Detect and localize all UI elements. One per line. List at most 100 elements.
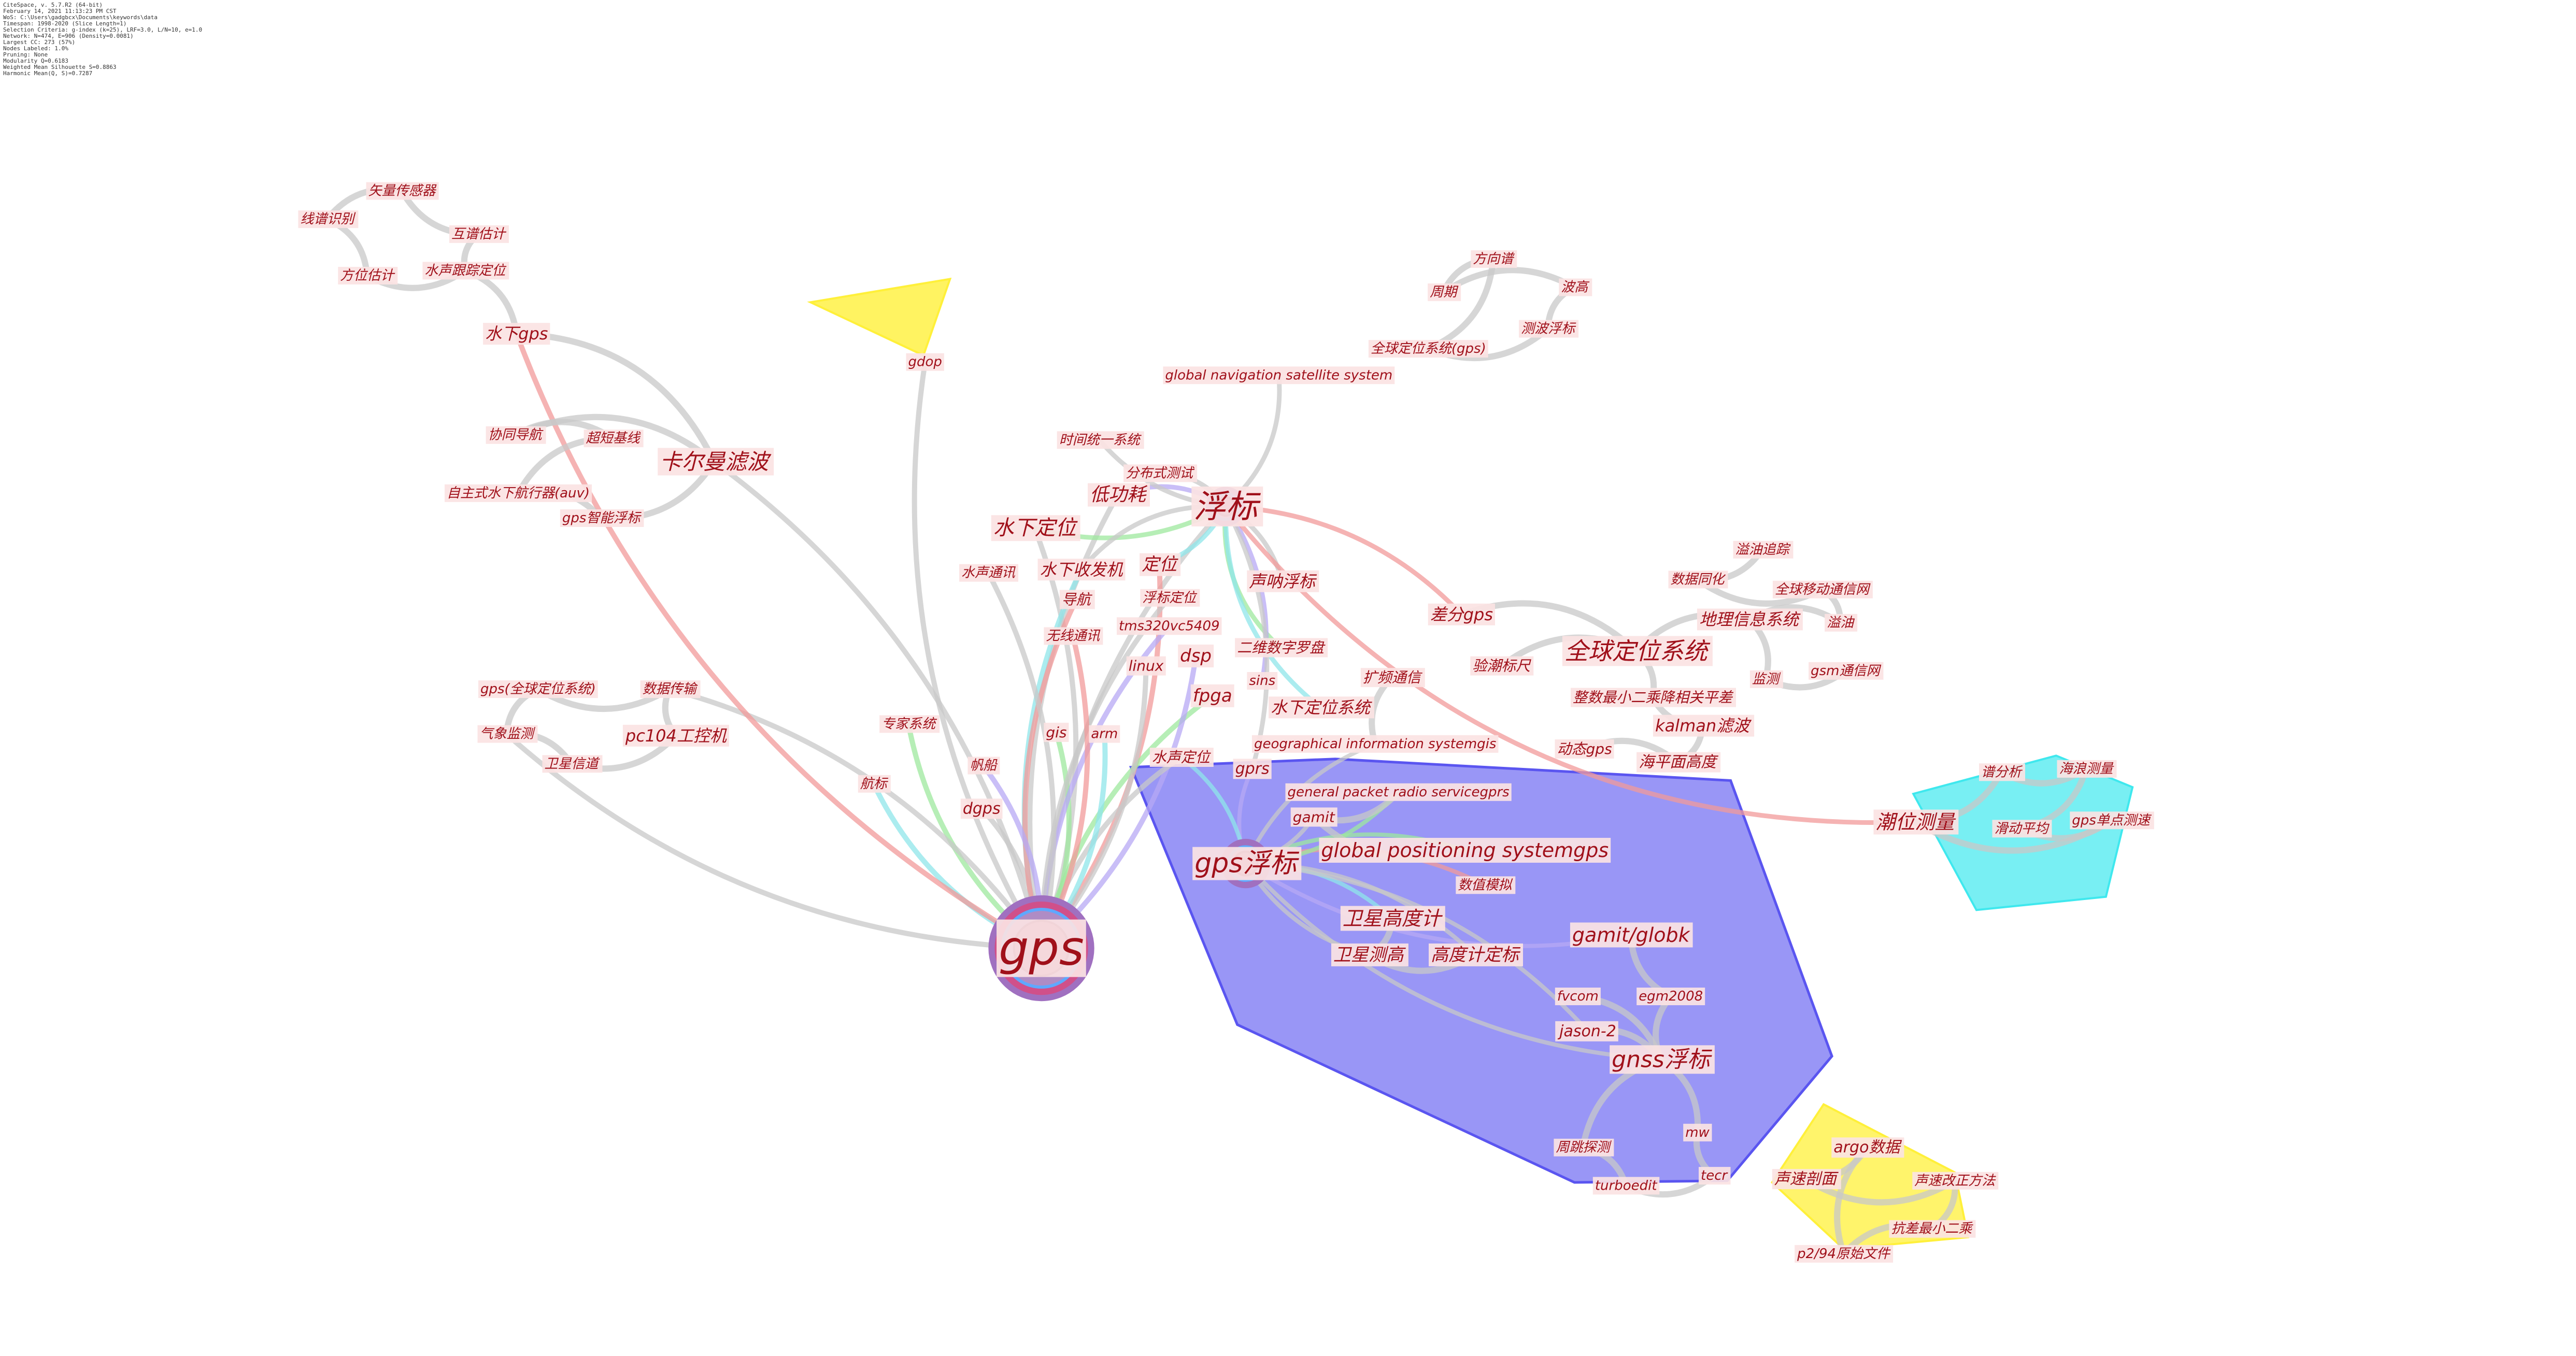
node-label[interactable]: pc104工控机 [622,724,729,747]
node-label[interactable]: 卫星高度计 [1340,906,1445,931]
node-label[interactable]: 潮位测量 [1873,809,1959,835]
node-label[interactable]: 方向谱 [1471,250,1517,268]
node-label[interactable]: 水下收发机 [1037,559,1126,581]
node-label[interactable]: tecr [1699,1167,1731,1185]
node-label[interactable]: 时间统一系统 [1057,431,1144,449]
node-label[interactable]: gnss浮标 [1610,1045,1715,1074]
node-label[interactable]: 全球定位系统(gps) [1368,340,1488,358]
node-label[interactable]: 浮标定位 [1140,589,1200,607]
node-label[interactable]: 水下定位系统 [1269,696,1374,719]
node-label[interactable]: 动态gps [1555,739,1614,759]
node-label[interactable]: egm2008 [1636,988,1705,1005]
node-label[interactable]: 全球定位系统 [1562,636,1713,666]
node-label[interactable]: 卫星测高 [1331,943,1408,966]
node-label[interactable]: 波高 [1559,278,1592,296]
node-label[interactable]: dsp [1178,645,1214,667]
node-label[interactable]: 数值模拟 [1456,876,1516,894]
node-label[interactable]: 整数最小二乘降相关平差 [1571,688,1736,707]
node-label[interactable]: kalman滤波 [1653,715,1755,737]
node-label[interactable]: jason-2 [1555,1021,1618,1041]
node-label[interactable]: 水声跟踪定位 [422,262,509,280]
node-label[interactable]: 抗差最小二乘 [1889,1220,1976,1238]
node-label[interactable]: 专家系统 [879,715,940,733]
node-label[interactable]: sins [1247,672,1278,690]
node-label[interactable]: 帆船 [967,756,1000,775]
node-label[interactable]: tms320vc5409 [1117,617,1222,635]
node-label-text: dgps [963,800,1001,818]
node-label-background [967,756,1000,775]
node-label[interactable]: dgps [960,798,1003,819]
node-label[interactable]: 水声通讯 [959,564,1018,582]
node-label[interactable]: global navigation satellite system [1163,366,1395,384]
node-label[interactable]: 低功耗 [1088,483,1150,507]
node-label[interactable]: gis [1044,722,1069,742]
node-label[interactable]: 周期 [1428,283,1461,302]
node-label[interactable]: gps(全球定位系统) [478,680,598,698]
node-label[interactable]: argo数据 [1831,1137,1904,1158]
node-label[interactable]: fvcom [1555,988,1601,1005]
node-label[interactable]: gps智能浮标 [560,509,644,527]
node-label[interactable]: gps单点测速 [2070,811,2154,830]
node-label[interactable]: 超短基线 [583,430,644,448]
node-label[interactable]: 二维数字罗盘 [1235,638,1328,658]
node-label[interactable]: 测波浮标 [1519,320,1579,338]
node-label[interactable]: 滑动平均 [1992,820,2052,838]
node-label[interactable]: global positioning systemgps [1319,838,1611,863]
node-label[interactable]: arm [1089,725,1120,743]
node-label[interactable]: gsm通信网 [1809,662,1884,680]
node-label[interactable]: gps浮标 [1192,847,1302,880]
node-label-background [1470,656,1534,676]
node-label[interactable]: 全球移动通信网 [1772,580,1873,598]
node-label[interactable]: 声呐浮标 [1247,570,1319,592]
node-label[interactable]: 水下定位 [991,515,1080,541]
node-label[interactable]: 谱分析 [1979,763,2025,781]
node-label[interactable]: 声速剖面 [1772,1169,1841,1190]
node-label[interactable]: fpga [1190,684,1234,707]
node-label[interactable]: 无线通讯 [1044,627,1103,645]
node-label[interactable]: 周跳探测 [1554,1138,1614,1157]
node-label[interactable]: 地理信息系统 [1697,608,1803,631]
node-label[interactable]: 卫星信道 [542,755,603,773]
node-label[interactable]: gamit [1290,807,1337,827]
node-label[interactable]: 矢量传感器 [366,182,439,200]
node-label[interactable]: 海平面高度 [1636,752,1721,773]
node-label[interactable]: gamit/globk [1570,922,1693,948]
node-label[interactable]: 海浪测量 [2057,760,2117,778]
node-label[interactable]: gprs [1233,759,1272,779]
node-label[interactable]: 线谱识别 [298,210,359,229]
node-label[interactable]: 方位估计 [338,267,398,284]
node-label[interactable]: 监测 [1749,670,1783,688]
node-label[interactable]: 水下gps [483,323,550,345]
node-label[interactable]: 差分gps [1428,603,1495,625]
node-label[interactable]: 导航 [1059,590,1095,609]
node-label[interactable]: 溢油追踪 [1733,540,1794,559]
node-label[interactable]: 定位 [1140,553,1181,576]
node-label[interactable]: turboedit [1592,1177,1660,1195]
node-label[interactable]: 水声定位 [1149,748,1214,767]
node-label[interactable]: 气象监测 [477,725,538,743]
node-label[interactable]: linux [1126,656,1166,676]
node-label[interactable]: 自主式水下航行器(auv) [445,484,592,502]
node-label[interactable]: geographical information systemgis [1251,735,1499,753]
node-label[interactable]: general packet radio servicegprs [1285,783,1512,801]
node-label[interactable]: 数据传输 [640,680,701,698]
node-label[interactable]: 浮标 [1191,487,1263,526]
node-label[interactable]: gps [997,919,1086,977]
node-label[interactable]: 高度计定标 [1429,943,1523,966]
node-label[interactable]: 卡尔曼滤波 [658,448,774,476]
node-label[interactable]: 溢油 [1825,613,1858,632]
node-label[interactable]: 数据同化 [1668,570,1728,589]
node-label-text: 水下收发机 [1040,560,1123,579]
node-label-text: gprs [1235,760,1270,778]
node-label[interactable]: 航标 [858,775,891,793]
node-label[interactable]: 扩频通信 [1360,668,1425,688]
node-label[interactable]: 分布式测试 [1123,464,1198,482]
node-label[interactable]: 声速改正方法 [1912,1172,1999,1190]
node-label[interactable]: 验潮标尺 [1470,656,1534,676]
node-label[interactable]: p2/94原始文件 [1795,1245,1894,1263]
node-label[interactable]: 协同导航 [486,426,546,444]
node-label[interactable]: 互谱估计 [449,225,509,243]
node-label-text: gamit/globk [1572,923,1691,946]
node-label[interactable]: gdop [906,353,944,371]
node-label[interactable]: mw [1683,1123,1712,1141]
